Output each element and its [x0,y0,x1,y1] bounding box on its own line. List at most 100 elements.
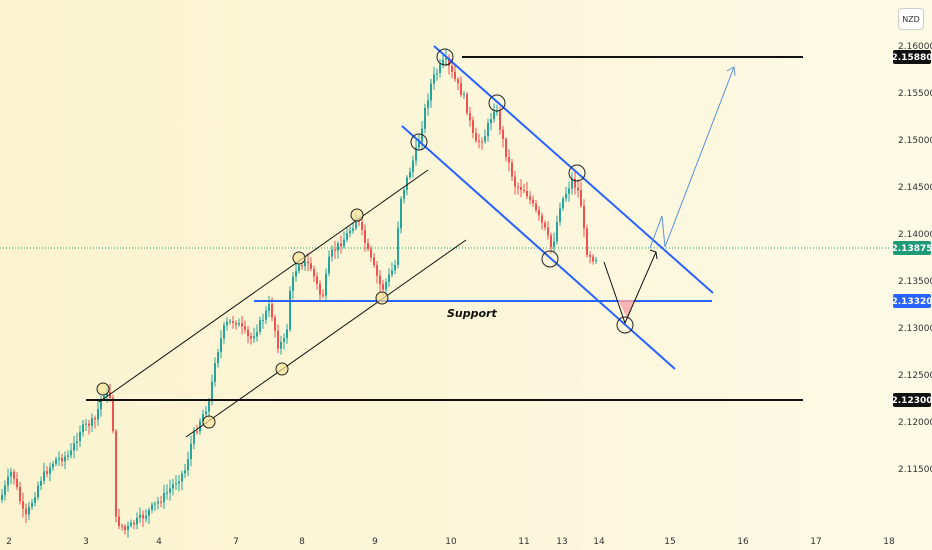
forecast-arrowhead-black [649,249,658,260]
pivot-marker [292,251,306,265]
candle-body [157,501,159,504]
candle-body [322,294,324,296]
candle-body [316,276,318,284]
candle-body [226,322,228,326]
candle-body [16,478,18,488]
candle-body [172,484,174,489]
candle-body [571,178,573,189]
candle-body [265,310,267,320]
candle-body [151,504,153,510]
candle-body [46,471,48,474]
candle-body [283,338,285,342]
candle-body [139,514,141,518]
pivot-marker [541,250,559,268]
candle-body [589,254,591,257]
candle-body [349,230,351,234]
candle-body [214,363,216,382]
candles [1,49,597,538]
candle-body [211,381,213,402]
candle-body [478,140,480,142]
candle-body [97,409,99,420]
x-tick-label: 16 [737,537,749,547]
candle-body [169,488,171,493]
candle-body [136,517,138,525]
candle-body [130,522,132,526]
candle-body [199,421,201,432]
candle-body [400,198,402,229]
candle-body [568,188,570,194]
svg-text:2.13875: 2.13875 [892,244,932,254]
candle-body [550,235,552,248]
descending-channel-lower[interactable] [401,125,676,370]
candle-body [145,515,147,519]
candle-body [307,261,309,264]
candle-body [175,483,177,485]
candle-body [223,325,225,339]
candle-body [82,424,84,432]
ascending-channel-upper[interactable] [98,169,429,403]
candle-body [262,319,264,321]
candle-body [595,259,597,262]
svg-text:2.13320: 2.13320 [892,297,932,307]
candle-body [451,65,453,72]
candle-body [574,178,576,188]
candle-body [10,471,12,477]
x-tick-label: 3 [83,537,89,547]
candle-body [19,487,21,502]
candle-body [22,501,24,509]
candle-body [52,463,54,468]
pivot-marker [275,362,289,376]
candle-body [562,198,564,209]
candle-body [475,132,477,141]
candle-body [325,273,327,296]
candle-body [343,239,345,247]
candle-body [289,290,291,330]
candle-body [7,476,9,486]
currency-button[interactable]: NZD [898,8,924,30]
candle-body [259,320,261,332]
y-axis: 2.16000 2.15500 2.15000 2.14500 2.14000 2.135… [898,42,932,475]
candle-body [511,162,513,177]
pivot-marker [202,415,216,429]
candle-body [196,431,198,433]
candle-body [25,508,27,515]
forecast-target-arrow [664,66,735,248]
ascending-channel-lower[interactable] [185,239,467,438]
candle-body [403,190,405,199]
candle-body [76,441,78,444]
candle-body [256,331,258,337]
candle-body [112,397,114,432]
candle-body [244,326,246,330]
candle-body [301,265,303,267]
x-tick-label: 9 [372,537,378,547]
candle-body [163,492,165,503]
candle-body [346,233,348,240]
candle-body [298,265,300,272]
candle-body [166,492,168,494]
candle-body [388,274,390,283]
y-tick-label: 2.14000 [898,230,932,240]
candle-body [67,455,69,457]
candle-body [448,58,450,66]
pivot-markers [96,48,634,429]
candle-body [310,263,312,269]
support-label: Support [447,307,497,320]
candle-body [40,480,42,486]
descending-channel-upper[interactable] [433,45,714,294]
candle-body [331,249,333,257]
candle-body [91,418,93,426]
candle-body [142,514,144,519]
pivot-marker [436,48,454,66]
y-tick-label: 2.12000 [898,418,932,428]
x-tick-label: 7 [233,537,239,547]
candle-body [514,176,516,187]
candle-body [559,208,561,222]
svg-text:2.12300: 2.12300 [892,396,932,406]
candle-body [274,317,276,331]
candle-body [121,525,123,527]
candle-body [184,470,186,474]
candle-body [292,276,294,291]
candle-body [85,423,87,425]
